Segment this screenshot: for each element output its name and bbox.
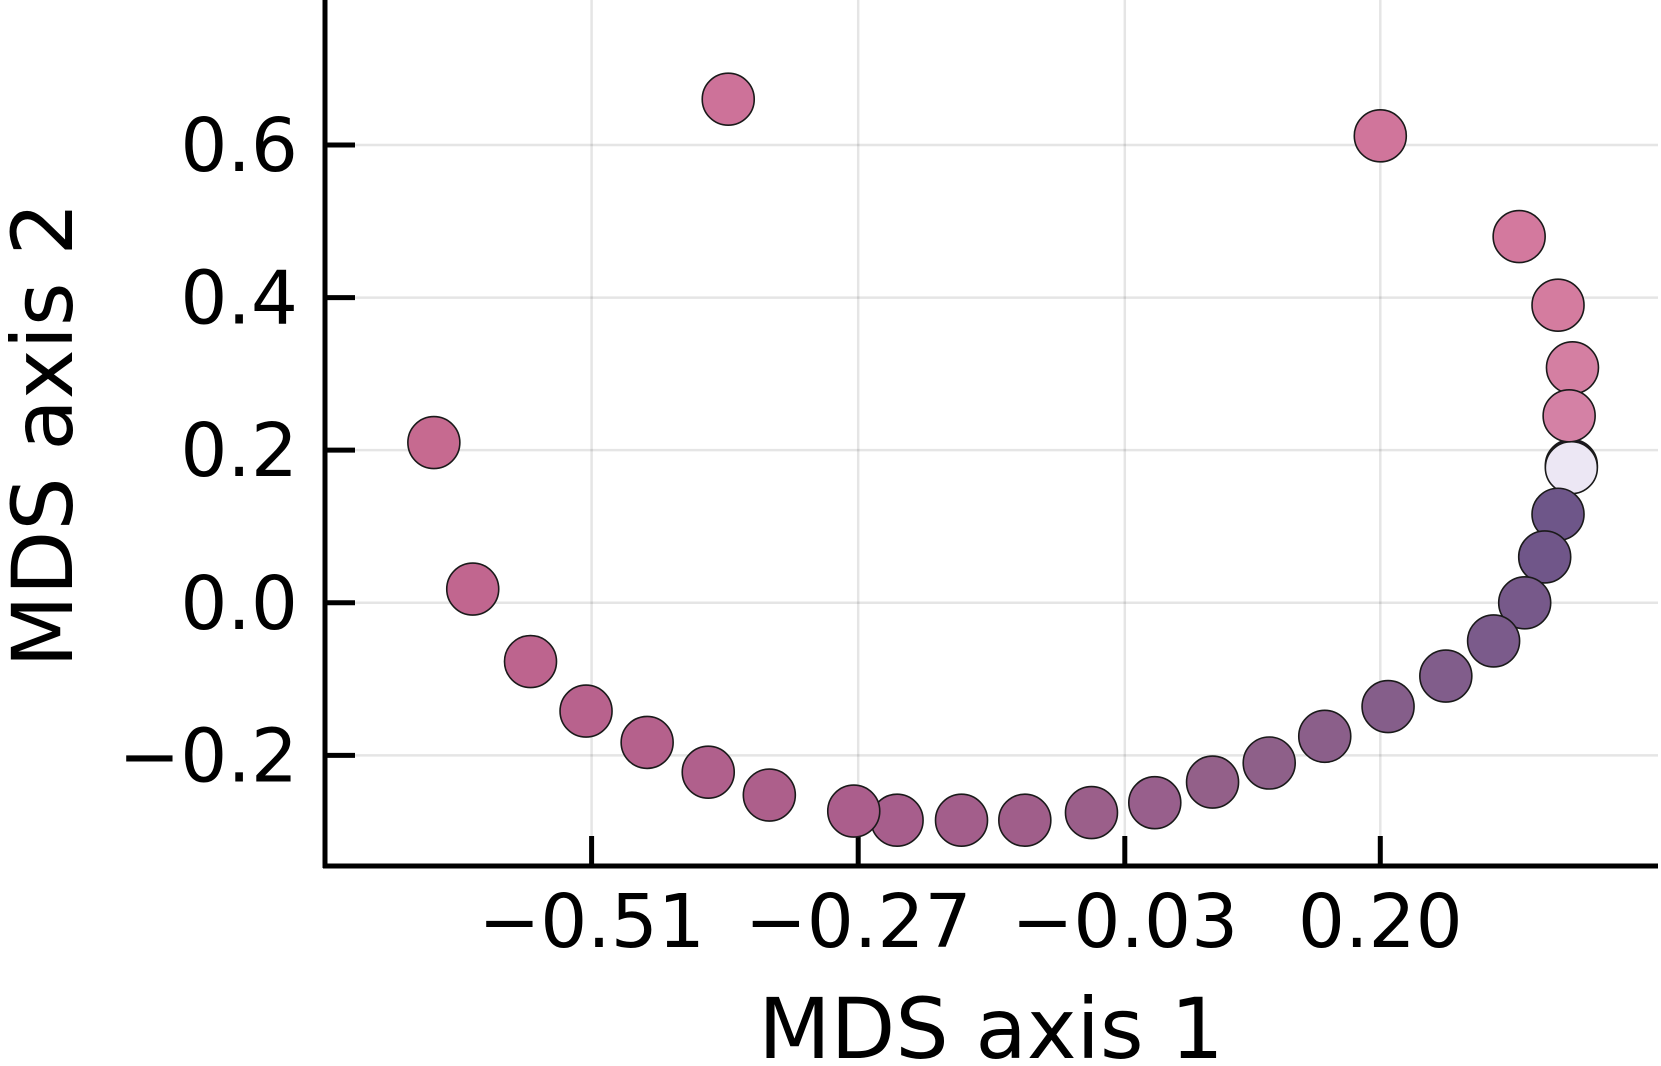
data-point	[1419, 649, 1473, 703]
y-axis-label: MDS axis 2	[0, 202, 92, 668]
data-point	[998, 793, 1052, 848]
data-point	[681, 745, 736, 799]
data-point	[1542, 389, 1596, 443]
y-tick-label: 0.0	[180, 561, 298, 647]
data-point	[1064, 785, 1119, 840]
tick-marks	[325, 142, 1383, 866]
data-point	[503, 634, 558, 689]
y-tick-label: 0.6	[180, 103, 298, 189]
x-tick-label: −0.51	[478, 879, 705, 965]
data-point	[1297, 709, 1352, 764]
data-point	[445, 562, 500, 616]
y-tick-label: 0.2	[180, 408, 298, 494]
axes	[322, 0, 1658, 869]
data-point	[742, 768, 797, 822]
data-point	[1492, 209, 1546, 264]
x-axis-label: MDS axis 1	[758, 980, 1224, 1066]
x-tick-label: 0.20	[1298, 879, 1463, 965]
data-point	[1545, 340, 1600, 395]
data-point	[407, 415, 461, 470]
data-point	[934, 793, 989, 848]
x-tick-label: −0.03	[1011, 879, 1238, 965]
data-point	[559, 684, 613, 738]
data-point	[826, 784, 881, 838]
data-point	[1517, 530, 1572, 584]
data-point	[1361, 679, 1415, 734]
y-tick-label: −0.2	[118, 713, 298, 799]
tick-labels: −0.51 −0.27 −0.03 0.20 −0.2 0.0 0.2 0.4 0.6	[118, 103, 1462, 965]
data-point	[1353, 109, 1408, 163]
data-point	[1242, 736, 1297, 790]
data-point	[701, 72, 756, 126]
x-tick-label: −0.27	[745, 879, 972, 965]
data-point	[1466, 614, 1521, 668]
data-point	[1127, 775, 1182, 830]
data-point	[620, 715, 674, 770]
data-points	[407, 72, 1600, 848]
y-tick-label: 0.4	[180, 256, 298, 342]
grid-lines	[325, 0, 1658, 866]
data-point	[1185, 755, 1240, 809]
data-point	[1497, 575, 1552, 630]
data-point	[1544, 440, 1599, 495]
data-point	[1531, 278, 1585, 332]
